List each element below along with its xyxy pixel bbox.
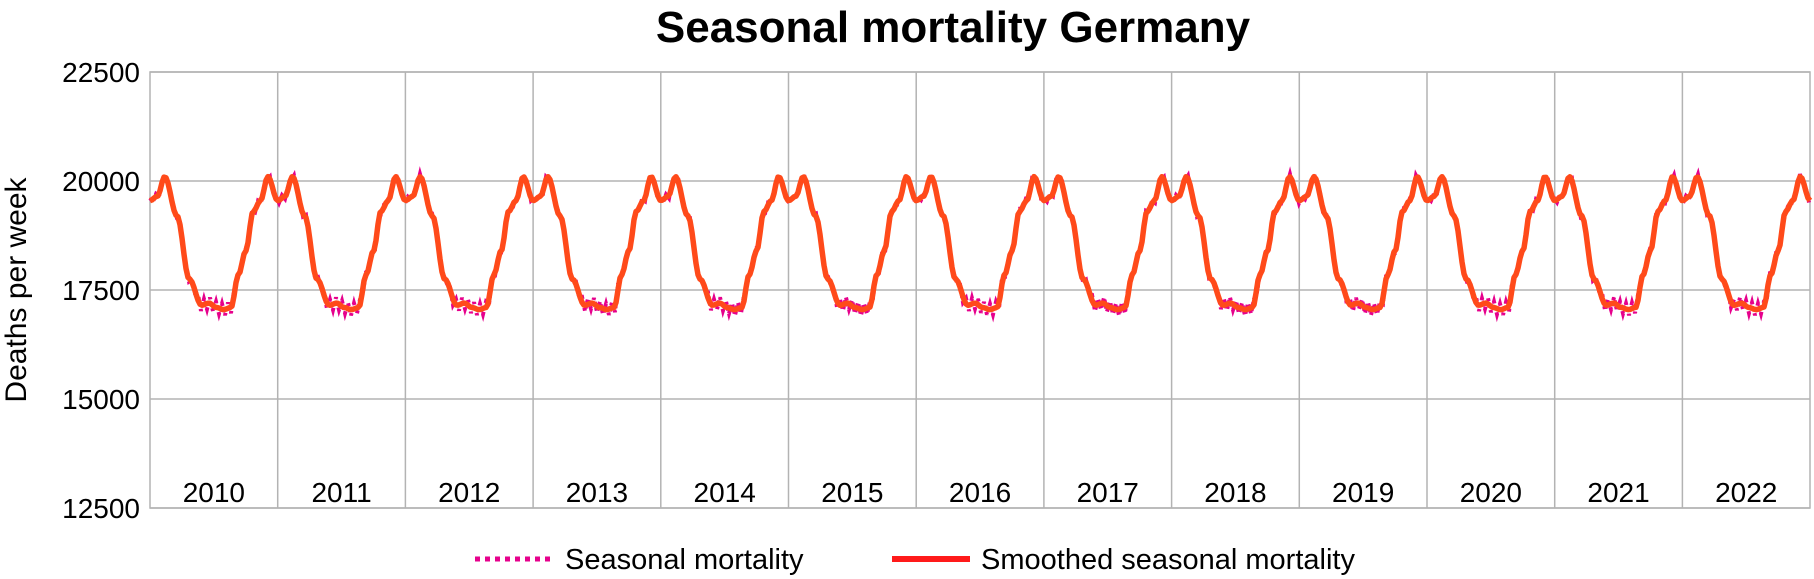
series-line-smoothed-seasonal-mortality (149, 173, 1813, 313)
x-tick-label-2011: 2011 (311, 477, 371, 508)
x-tick-label-2021: 2021 (1587, 477, 1649, 508)
y-axis-label: Deaths per week (0, 176, 33, 402)
legend-label-smoothed-seasonal-mortality: Smoothed seasonal mortality (981, 544, 1355, 576)
x-tick-label-2010: 2010 (183, 477, 245, 508)
legend: Seasonal mortality Smoothed seasonal mor… (475, 544, 1355, 576)
y-tick-label: 17500 (62, 275, 140, 306)
y-tick-label: 12500 (62, 493, 140, 524)
x-tick-label-2014: 2014 (694, 477, 756, 508)
y-tick-label: 22500 (62, 57, 140, 88)
y-axis-ticks: 12500 15000 17500 20000 22500 (62, 57, 140, 524)
x-tick-label-2015: 2015 (821, 477, 883, 508)
x-tick-label-2020: 2020 (1460, 477, 1522, 508)
x-tick-label-2016: 2016 (949, 477, 1011, 508)
grid-lines (150, 71, 1810, 509)
plot-area-border (149, 71, 1811, 509)
x-tick-label-2017: 2017 (1077, 477, 1139, 508)
x-axis-ticks: 2010 2011 2012 2013 2014 2015 2016 2017 2018 2019… (183, 477, 1778, 508)
legend-label-seasonal-mortality: Seasonal mortality (565, 544, 804, 576)
y-tick-label: 20000 (62, 166, 140, 197)
x-tick-label-2022: 2022 (1715, 477, 1777, 508)
x-tick-label-2018: 2018 (1204, 477, 1266, 508)
chart-title: Seasonal mortality Germany (656, 3, 1251, 52)
x-tick-label-2013: 2013 (566, 477, 628, 508)
y-tick-label: 15000 (62, 384, 140, 415)
x-tick-label-2019: 2019 (1332, 477, 1394, 508)
x-tick-label-2012: 2012 (438, 477, 500, 508)
